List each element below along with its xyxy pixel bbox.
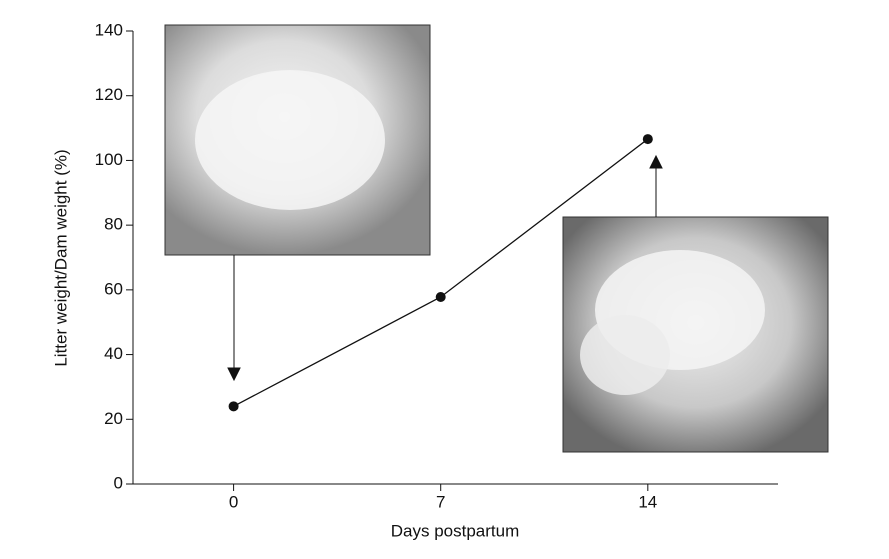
y-axis-title: Litter weight/Dam weight (%)	[51, 149, 70, 366]
data-point	[228, 401, 239, 412]
x-tick-label: 7	[436, 492, 445, 511]
data-point	[642, 134, 653, 145]
y-tick-label: 20	[104, 409, 123, 428]
y-tick-label: 0	[114, 473, 123, 492]
y-tick-label: 60	[104, 279, 123, 298]
y-tick-label: 140	[95, 20, 123, 39]
y-tick-label: 100	[95, 150, 123, 169]
x-tick-label: 14	[638, 492, 657, 511]
y-tick-label: 120	[95, 85, 123, 104]
photo-day-0	[164, 24, 431, 256]
x-axis-title: Days postpartum	[391, 521, 520, 540]
y-tick-label: 80	[104, 215, 123, 234]
arrow	[227, 154, 663, 382]
y-tick-label: 40	[104, 344, 123, 363]
data-point	[435, 291, 446, 302]
photo-day-14	[562, 216, 829, 453]
x-tick-label: 0	[229, 492, 238, 511]
